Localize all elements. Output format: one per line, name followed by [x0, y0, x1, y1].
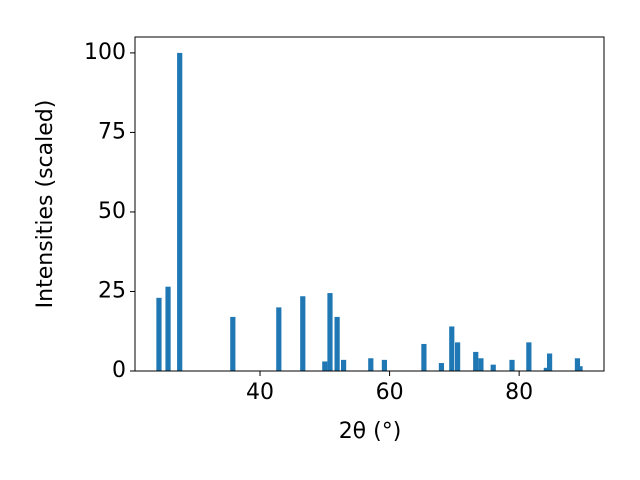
- x-tick-label: 40: [246, 380, 274, 405]
- y-tick-label: 25: [98, 278, 126, 303]
- bar: [478, 358, 484, 371]
- bar: [165, 286, 171, 371]
- bar: [368, 358, 374, 371]
- y-tick-label: 50: [98, 199, 126, 224]
- bar: [577, 366, 583, 371]
- y-tick-label: 100: [84, 40, 126, 65]
- bar: [449, 326, 455, 371]
- bar: [473, 351, 479, 371]
- bar: [381, 359, 387, 371]
- bar: [421, 343, 427, 371]
- bar: [543, 367, 549, 371]
- bar: [156, 297, 162, 371]
- y-tick-label: 75: [98, 119, 126, 144]
- plot-frame: [134, 36, 605, 372]
- bar: [177, 52, 183, 372]
- x-tick-label: 80: [505, 380, 533, 405]
- bar: [509, 359, 515, 371]
- y-tick-label: 0: [112, 358, 126, 383]
- bar: [276, 307, 282, 371]
- bar: [574, 358, 581, 371]
- bar: [334, 316, 340, 371]
- bar: [322, 361, 328, 371]
- bar: [327, 293, 333, 371]
- bar: [438, 363, 445, 371]
- x-tick-label: 60: [376, 380, 404, 405]
- bar: [526, 342, 532, 371]
- bar: [546, 353, 553, 371]
- bar: [230, 316, 236, 371]
- y-axis-label: Intensities (scaled): [33, 100, 58, 309]
- bar: [490, 364, 496, 371]
- bar: [340, 359, 347, 371]
- x-axis-label: 2θ (°): [339, 419, 402, 444]
- bar: [300, 296, 306, 371]
- bar: [454, 342, 461, 371]
